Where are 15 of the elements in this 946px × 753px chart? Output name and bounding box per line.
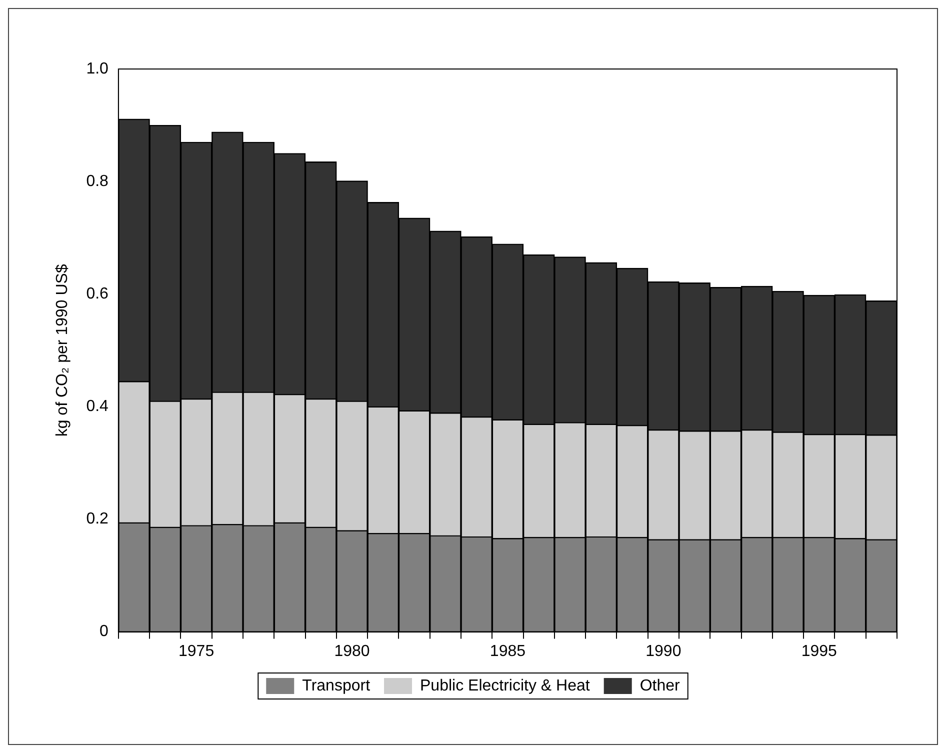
legend-label: Other: [640, 677, 681, 694]
legend-label: Transport: [302, 677, 371, 694]
x-tick-label: 1985: [490, 642, 526, 660]
legend-label: Public Electricity & Heat: [420, 677, 590, 694]
x-tick-label: 1990: [646, 642, 682, 660]
x-tick-label: 1995: [801, 642, 838, 660]
y-tick-label: 0.4: [86, 398, 109, 416]
y-tick-label: 0.8: [86, 172, 109, 190]
y-axis-title: kg of CO₂ per 1990 US$: [54, 264, 72, 437]
x-tick-label: 1975: [178, 642, 214, 660]
y-tick-label: 0: [100, 623, 109, 640]
y-tick-label: 0.6: [86, 286, 109, 303]
y-tick-label: 0.2: [86, 510, 109, 528]
x-tick-label: 1980: [334, 642, 370, 660]
y-tick-label: 1.0: [86, 60, 109, 78]
